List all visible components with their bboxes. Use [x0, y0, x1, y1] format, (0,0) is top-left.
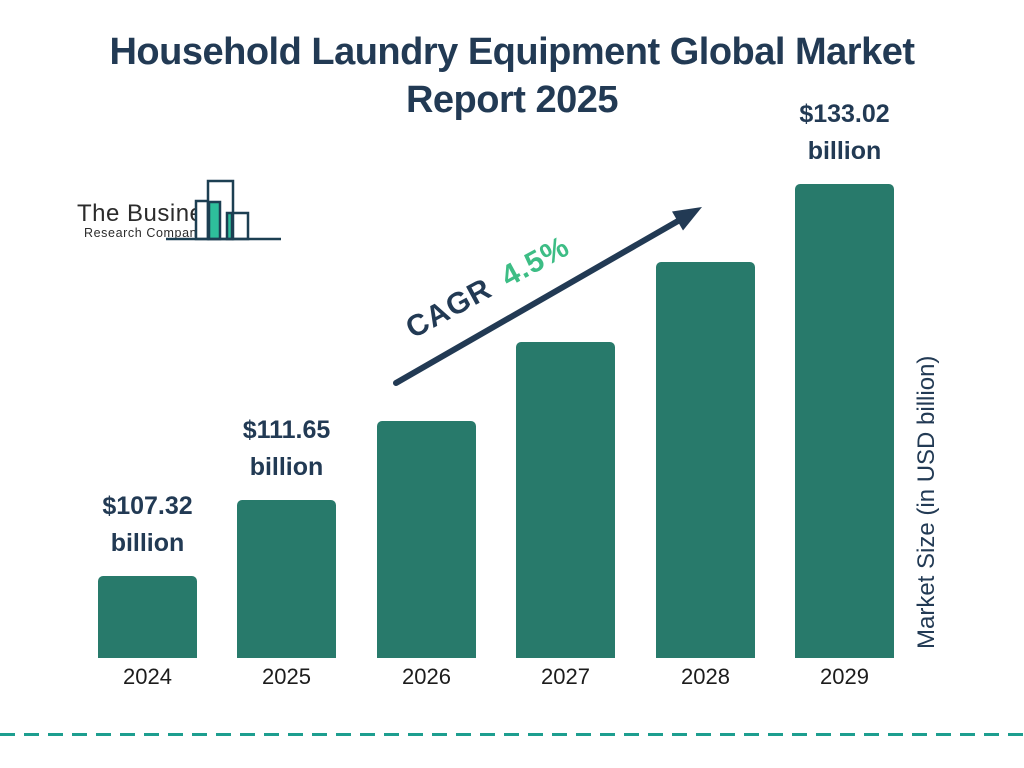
bar-2027 [516, 342, 615, 658]
x-axis-label-2025: 2025 [262, 664, 311, 689]
logo-subname: Research Company [84, 226, 205, 240]
page-title-line1: Household Laundry Equipment Global Marke… [109, 31, 915, 73]
bar-2028 [656, 262, 755, 658]
cagr-label: CAGR [400, 272, 498, 346]
x-axis-label-2027: 2027 [541, 664, 590, 689]
bar-2025 [237, 500, 336, 658]
page-title: Household Laundry Equipment Global Marke… [0, 28, 1024, 124]
bar-2024 [98, 576, 197, 658]
value-label-2024: $107.32 billion [102, 492, 193, 557]
page-title-line2: Report 2025 [405, 79, 619, 121]
bar-2026 [377, 421, 476, 658]
cagr-annotation: CAGR4.5% [400, 230, 575, 346]
x-axis-label-2024: 2024 [123, 664, 172, 689]
x-axis-label-2028: 2028 [681, 664, 730, 689]
value-label-2029: $133.02 billion [799, 100, 890, 165]
cagr-value: 4.5% [495, 229, 576, 294]
x-axis-label-2026: 2026 [402, 664, 451, 689]
bar-2029 [795, 184, 894, 658]
x-axis-label-2029: 2029 [820, 664, 869, 689]
value-label-2025: $111.65 billion [242, 416, 331, 481]
dashed-divider [0, 733, 1024, 736]
logo-bar-chart-icon [166, 179, 281, 241]
y-axis-label: Market Size (in USD billion) [913, 355, 940, 650]
